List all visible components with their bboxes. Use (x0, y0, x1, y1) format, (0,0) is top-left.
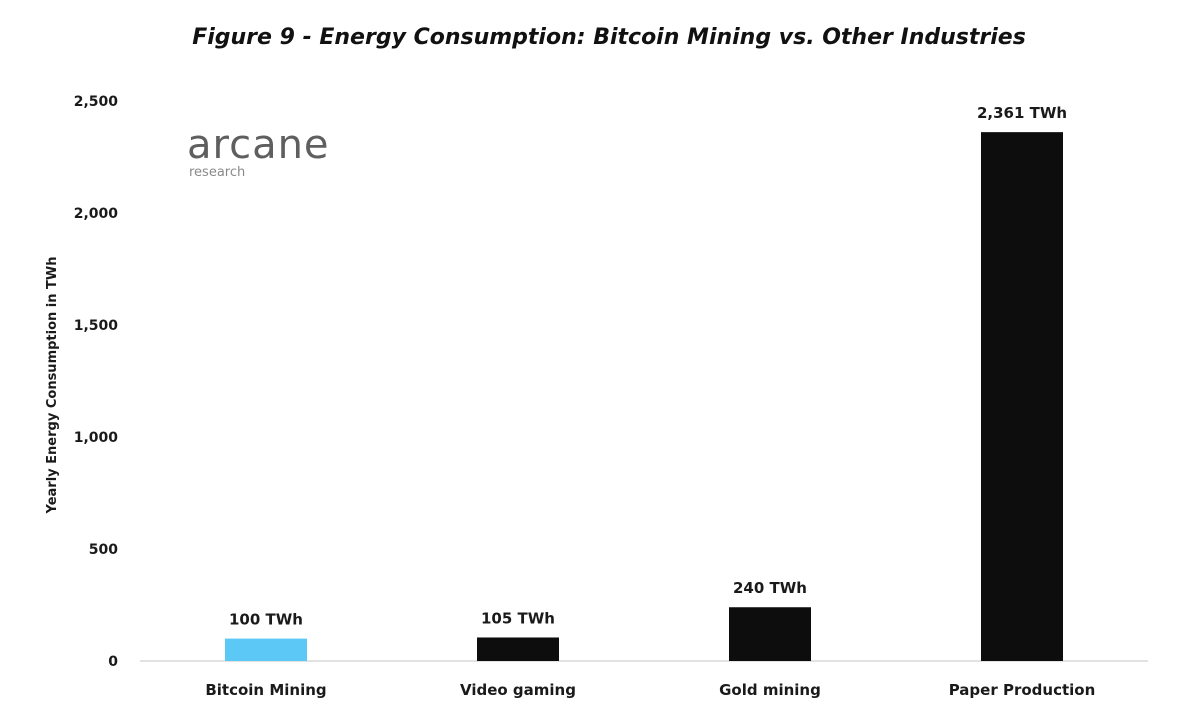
bar-value-label: 100 TWh (229, 611, 303, 629)
y-tick-label: 1,000 (74, 430, 119, 446)
y-tick-label: 1,500 (74, 318, 119, 334)
x-category-label: Bitcoin Mining (205, 681, 326, 699)
bar-value-label: 2,361 TWh (977, 104, 1067, 122)
bar-value-label: 105 TWh (481, 609, 555, 627)
y-axis-label: Yearly Energy Consumption in TWh (45, 257, 60, 515)
bar-value-label: 240 TWh (733, 579, 807, 597)
watermark-logo: arcane research (187, 122, 330, 180)
bar (729, 607, 811, 661)
x-category-label: Gold mining (719, 681, 821, 699)
chart-title: Figure 9 - Energy Consumption: Bitcoin M… (192, 25, 1026, 50)
x-axis-categories: Bitcoin Mining Video gaming Gold mining Pap… (205, 681, 1095, 699)
bar (477, 637, 559, 661)
logo-wordmark: arcane (187, 122, 330, 168)
bars (225, 132, 1063, 662)
logo-subtitle: research (189, 165, 245, 180)
y-tick-label: 0 (108, 654, 118, 670)
x-category-label: Paper Production (949, 681, 1096, 699)
y-tick-label: 2,500 (74, 94, 119, 110)
x-category-label: Video gaming (460, 681, 576, 699)
y-tick-label: 2,000 (74, 206, 119, 222)
bar (981, 132, 1063, 662)
y-tick-label: 500 (89, 542, 118, 558)
y-axis-ticks: 0 500 1,000 1,500 2,000 2,500 (74, 94, 119, 670)
bar (225, 638, 307, 661)
data-labels: 100 TWh 105 TWh 240 TWh 2,361 TWh (229, 104, 1067, 628)
